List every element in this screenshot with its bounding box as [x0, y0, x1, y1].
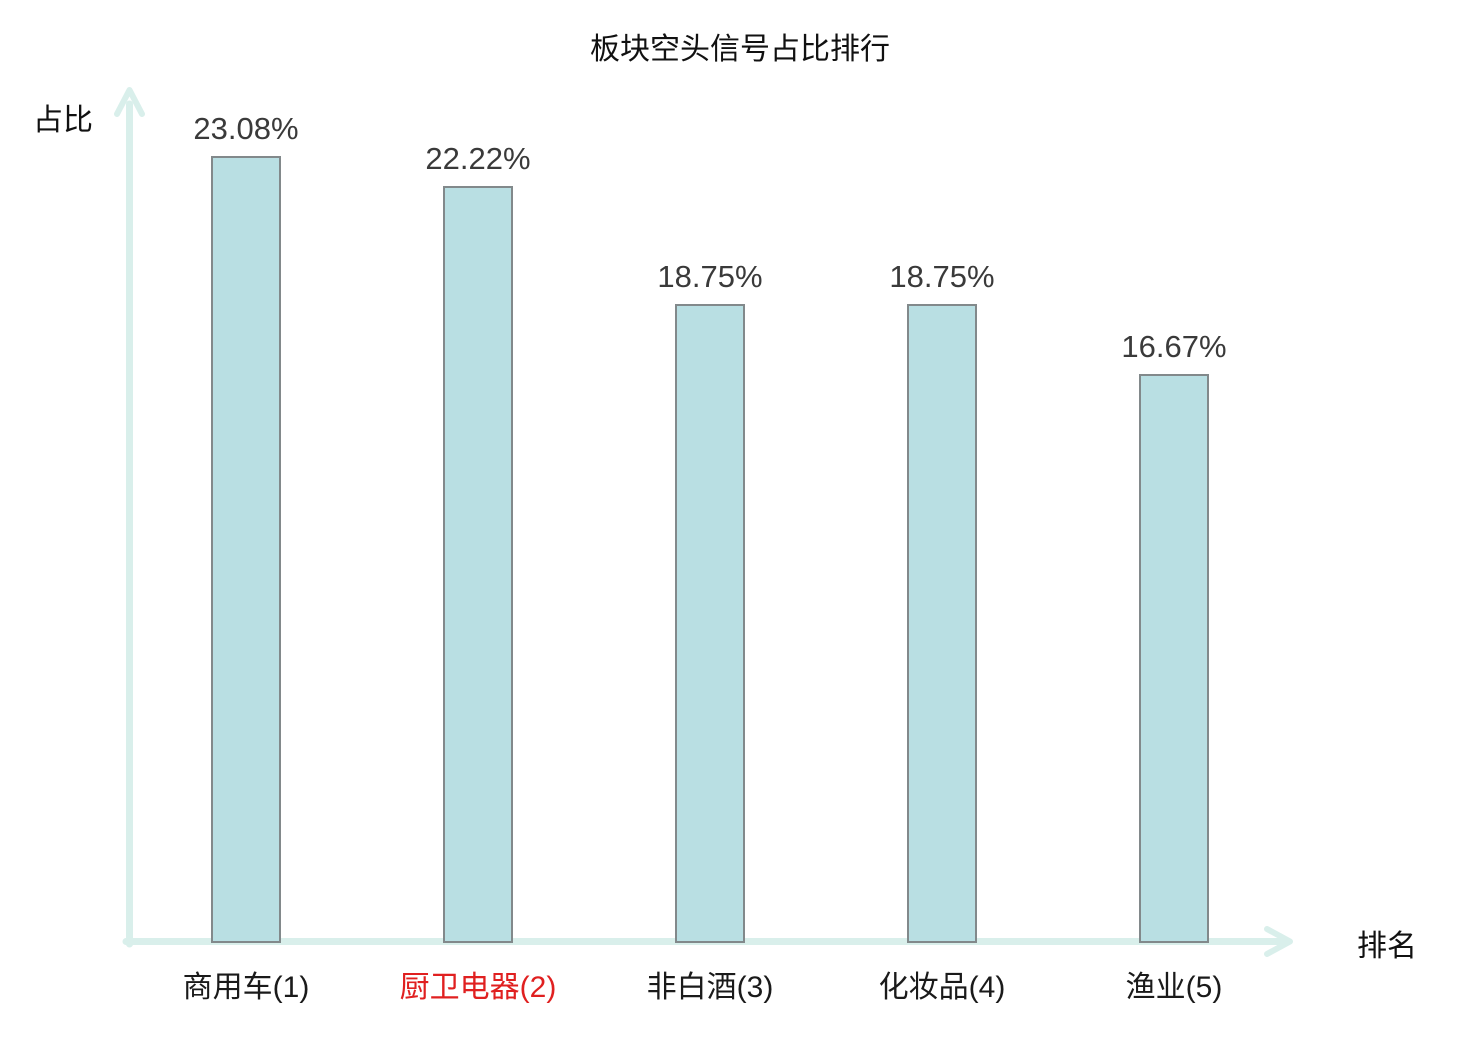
category-label-5: 渔业(5)	[1125, 971, 1223, 1004]
value-label-5: 16.67%	[1121, 329, 1227, 365]
y-axis-label: 占比	[33, 104, 93, 137]
category-label-2: 厨卫电器(2)	[399, 971, 557, 1004]
bar-5	[1139, 374, 1209, 943]
bar-3	[675, 303, 745, 943]
value-label-1: 23.08%	[193, 111, 299, 147]
value-label-4: 18.75%	[889, 258, 995, 294]
category-label-3: 非白酒(3)	[646, 971, 774, 1004]
value-label-3: 18.75%	[657, 258, 763, 294]
bar-4	[907, 303, 977, 943]
category-label-4: 化妆品(4)	[878, 971, 1006, 1004]
x-axis-label: 排名	[1357, 930, 1417, 963]
bar-2	[443, 185, 513, 943]
category-label-1: 商用车(1)	[182, 971, 310, 1004]
bar-1	[211, 156, 281, 943]
x-axis-arrow-icon	[1264, 926, 1293, 957]
y-axis-arrow-icon	[114, 87, 145, 117]
chart-title: 板块空头信号占比排行	[590, 33, 890, 66]
value-label-2: 22.22%	[425, 140, 531, 176]
